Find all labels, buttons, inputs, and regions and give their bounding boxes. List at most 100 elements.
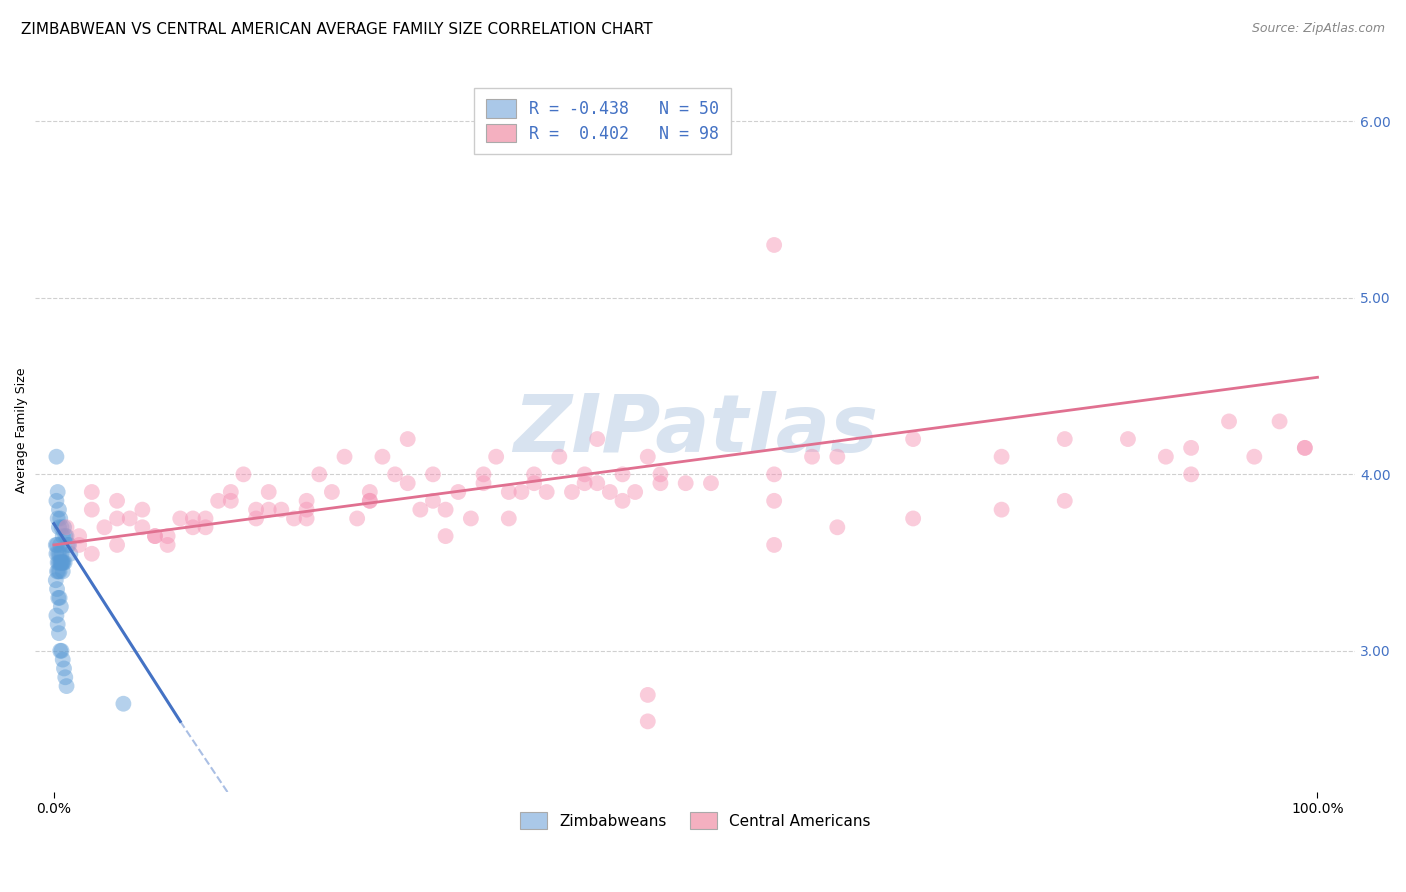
Point [143, 529, 166, 543]
Point [523, 476, 546, 491]
Point [308, 467, 330, 482]
Point [46, 591, 69, 605]
Point [55, 520, 77, 534]
Point [143, 529, 166, 543]
Text: Source: ZipAtlas.com: Source: ZipAtlas.com [1251, 22, 1385, 36]
Point [523, 467, 546, 482]
Point [52, 565, 75, 579]
Point [901, 511, 924, 525]
Point [48, 565, 70, 579]
Point [52, 556, 75, 570]
Text: ZIPatlas: ZIPatlas [513, 392, 877, 469]
Point [131, 502, 153, 516]
Point [49, 556, 72, 570]
Point [53, 661, 76, 675]
Point [1053, 432, 1076, 446]
Point [207, 493, 229, 508]
Point [637, 450, 659, 464]
Point [53, 529, 76, 543]
Point [472, 476, 495, 491]
Point [270, 502, 292, 516]
Point [763, 538, 786, 552]
Point [52, 529, 75, 543]
Point [45, 450, 67, 464]
Point [650, 476, 672, 491]
Point [194, 511, 217, 525]
Point [51, 520, 73, 534]
Point [346, 511, 368, 525]
Point [447, 485, 470, 500]
Point [637, 688, 659, 702]
Point [283, 511, 305, 525]
Point [650, 467, 672, 482]
Point [700, 476, 723, 491]
Point [48, 591, 70, 605]
Point [58, 538, 80, 552]
Point [586, 432, 609, 446]
Point [371, 450, 394, 464]
Point [51, 556, 73, 570]
Point [46, 538, 69, 552]
Point [1180, 441, 1202, 455]
Point [53, 670, 76, 684]
Point [257, 485, 280, 500]
Point [612, 467, 634, 482]
Point [472, 467, 495, 482]
Point [763, 467, 786, 482]
Point [574, 467, 596, 482]
Point [624, 485, 647, 500]
Point [637, 714, 659, 729]
Text: ZIMBABWEAN VS CENTRAL AMERICAN AVERAGE FAMILY SIZE CORRELATION CHART: ZIMBABWEAN VS CENTRAL AMERICAN AVERAGE F… [21, 22, 652, 37]
Point [169, 511, 191, 525]
Point [409, 502, 432, 516]
Point [52, 556, 75, 570]
Point [295, 511, 318, 525]
Point [434, 529, 457, 543]
Point [396, 476, 419, 491]
Point [827, 520, 849, 534]
Point [801, 450, 824, 464]
Point [1294, 441, 1316, 455]
Point [245, 502, 267, 516]
Point [612, 493, 634, 508]
Point [763, 493, 786, 508]
Point [55, 529, 77, 543]
Point [498, 511, 520, 525]
Point [59, 547, 82, 561]
Point [45, 547, 67, 561]
Point [1154, 450, 1177, 464]
Point [422, 467, 444, 482]
Point [46, 565, 69, 579]
Point [46, 511, 69, 525]
Point [510, 485, 533, 500]
Point [105, 538, 128, 552]
Point [45, 608, 67, 623]
Point [561, 485, 583, 500]
Point [827, 450, 849, 464]
Point [51, 556, 73, 570]
Point [675, 476, 697, 491]
Point [80, 485, 103, 500]
Point [359, 493, 381, 508]
Point [46, 547, 69, 561]
Point [48, 547, 70, 561]
Point [460, 511, 482, 525]
Point [56, 538, 79, 552]
Point [46, 565, 69, 579]
Point [1053, 493, 1076, 508]
Point [396, 432, 419, 446]
Point [105, 511, 128, 525]
Point [536, 485, 558, 500]
Point [46, 556, 69, 570]
Point [112, 697, 135, 711]
Point [990, 450, 1012, 464]
Point [359, 485, 381, 500]
Point [48, 626, 70, 640]
Point [232, 467, 254, 482]
Point [194, 520, 217, 534]
Point [105, 493, 128, 508]
Point [49, 538, 72, 552]
Legend: Zimbabweans, Central Americans: Zimbabweans, Central Americans [513, 806, 877, 835]
Point [1294, 441, 1316, 455]
Point [118, 511, 141, 525]
